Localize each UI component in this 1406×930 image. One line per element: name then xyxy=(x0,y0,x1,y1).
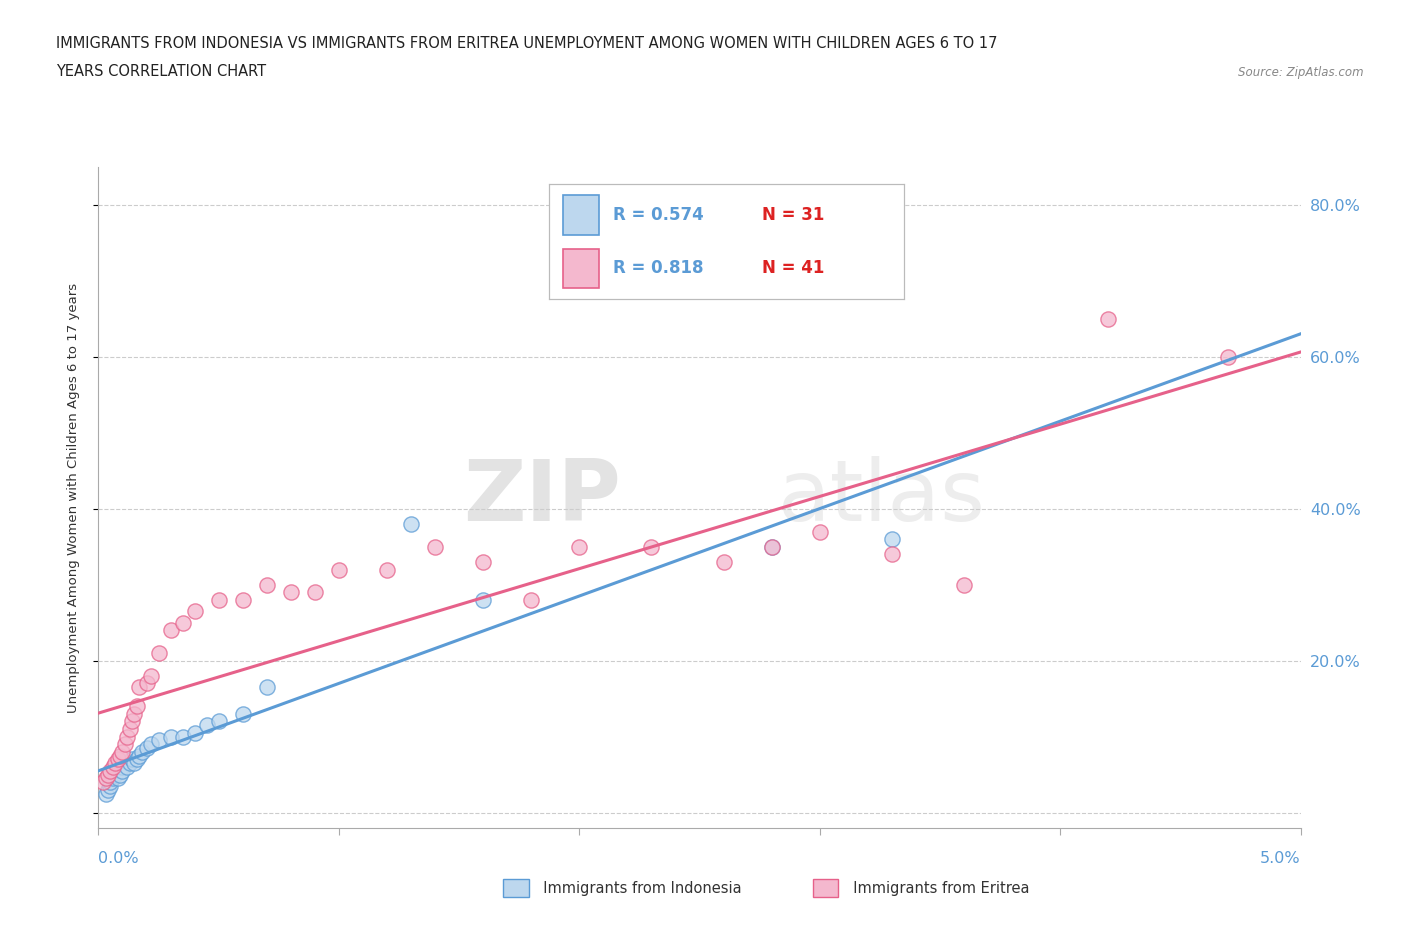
Point xyxy=(183,604,205,618)
Point xyxy=(101,760,124,775)
Point xyxy=(880,547,903,562)
Point xyxy=(107,771,129,786)
Point xyxy=(232,707,254,722)
Text: 5.0%: 5.0% xyxy=(1260,851,1301,866)
Point xyxy=(111,760,134,775)
Point xyxy=(104,756,127,771)
Point xyxy=(148,733,170,748)
Point xyxy=(761,539,783,554)
Point xyxy=(114,737,136,751)
Point xyxy=(423,539,446,554)
Point xyxy=(328,563,350,578)
Point xyxy=(131,744,153,759)
Point xyxy=(121,752,143,767)
Point xyxy=(953,578,976,592)
Point xyxy=(101,771,124,786)
Point xyxy=(117,729,139,744)
Point xyxy=(1218,350,1240,365)
Point xyxy=(713,554,735,569)
Point xyxy=(808,525,831,539)
Point xyxy=(128,680,150,695)
Point xyxy=(108,767,131,782)
Point xyxy=(472,592,495,607)
Point xyxy=(159,729,181,744)
Point xyxy=(1097,312,1119,326)
Point xyxy=(640,539,662,554)
Point xyxy=(568,539,591,554)
Point xyxy=(124,707,146,722)
Point xyxy=(125,698,148,713)
Point xyxy=(520,592,543,607)
Point xyxy=(141,737,163,751)
Y-axis label: Unemployment Among Women with Children Ages 6 to 17 years: Unemployment Among Women with Children A… xyxy=(67,283,80,712)
Point xyxy=(195,718,218,733)
Point xyxy=(135,676,157,691)
Text: Immigrants from Indonesia: Immigrants from Indonesia xyxy=(534,881,742,896)
Point xyxy=(128,748,150,763)
Point xyxy=(172,616,194,631)
Point xyxy=(125,752,148,767)
Point xyxy=(100,778,122,793)
Point xyxy=(118,722,141,737)
Point xyxy=(256,680,278,695)
Point xyxy=(100,764,122,778)
Point xyxy=(121,714,143,729)
Point xyxy=(761,539,783,554)
Point xyxy=(172,729,194,744)
Point xyxy=(256,578,278,592)
Text: atlas: atlas xyxy=(778,456,986,539)
Text: IMMIGRANTS FROM INDONESIA VS IMMIGRANTS FROM ERITREA UNEMPLOYMENT AMONG WOMEN WI: IMMIGRANTS FROM INDONESIA VS IMMIGRANTS … xyxy=(56,36,998,51)
Point xyxy=(111,764,134,778)
Point xyxy=(208,592,231,607)
Point xyxy=(117,760,139,775)
Point xyxy=(232,592,254,607)
Point xyxy=(159,623,181,638)
Text: ZIP: ZIP xyxy=(464,456,621,539)
Point xyxy=(91,775,114,790)
Point xyxy=(118,756,141,771)
Point xyxy=(472,554,495,569)
Point xyxy=(304,585,326,600)
Text: 0.0%: 0.0% xyxy=(98,851,139,866)
Point xyxy=(135,740,157,755)
Text: Source: ZipAtlas.com: Source: ZipAtlas.com xyxy=(1239,66,1364,79)
Point xyxy=(107,752,129,767)
Text: YEARS CORRELATION CHART: YEARS CORRELATION CHART xyxy=(56,64,266,79)
Point xyxy=(208,714,231,729)
Text: Immigrants from Eritrea: Immigrants from Eritrea xyxy=(844,881,1029,896)
Point xyxy=(111,744,134,759)
Point xyxy=(108,748,131,763)
Point xyxy=(94,786,117,801)
Point xyxy=(124,756,146,771)
Point xyxy=(375,563,398,578)
Point xyxy=(94,771,117,786)
Point xyxy=(280,585,302,600)
Point xyxy=(100,775,122,790)
Point xyxy=(141,669,163,684)
Point xyxy=(104,767,127,782)
Point xyxy=(399,517,422,532)
Point xyxy=(97,782,120,797)
Point xyxy=(97,767,120,782)
Point xyxy=(183,725,205,740)
Point xyxy=(880,532,903,547)
Point xyxy=(148,645,170,660)
